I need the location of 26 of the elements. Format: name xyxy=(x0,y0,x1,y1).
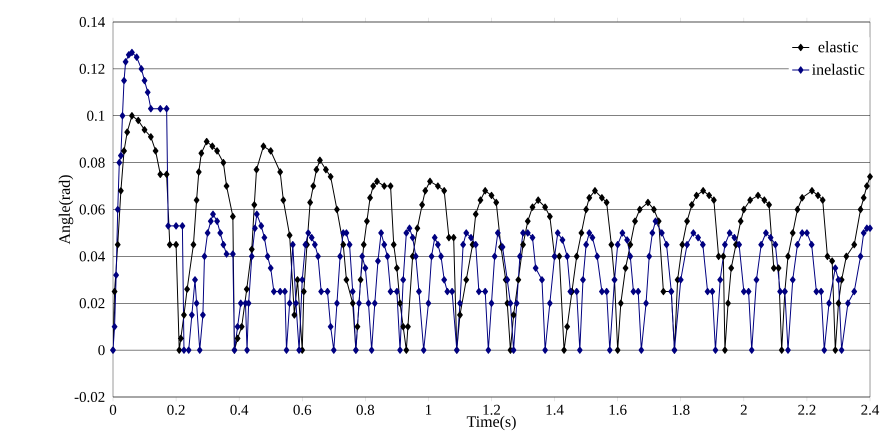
x-tick-label: 1.2 xyxy=(483,404,500,415)
legend-label: elastic xyxy=(818,41,858,52)
y-tick-label: 0.14 xyxy=(80,16,105,28)
x-tick-label: 1.8 xyxy=(672,404,690,415)
y-tick-label: 0.12 xyxy=(80,64,104,74)
y-tick-label: 0.02 xyxy=(80,298,104,308)
y-tick-label: 0.08 xyxy=(80,158,105,168)
x-tick-label: 0.4 xyxy=(230,404,248,415)
y-tick-label: -0.02 xyxy=(74,392,104,402)
y-axis-title: Angle(rad) xyxy=(58,175,74,244)
y-tick-label: 0.06 xyxy=(80,204,105,215)
x-tick-label: 2.4 xyxy=(861,404,880,415)
legend-label: inelastic xyxy=(812,64,864,75)
x-tick-label: 0 xyxy=(110,404,116,415)
y-tick-label: 0 xyxy=(98,345,105,356)
x-tick-label: 1 xyxy=(426,404,432,415)
x-tick-label: 2 xyxy=(740,404,747,415)
y-tick-label: 0.1 xyxy=(87,110,104,121)
y-tick-label: 0.04 xyxy=(80,251,105,262)
x-tick-label: 0.2 xyxy=(167,404,185,415)
x-tick-label: 1.6 xyxy=(610,404,627,415)
x-axis-title: Time(s) xyxy=(466,416,516,430)
x-tick-label: 0.8 xyxy=(356,404,374,415)
x-tick-label: 2.2 xyxy=(798,404,816,415)
x-tick-label: 0.6 xyxy=(293,404,312,415)
x-tick-label: 1.4 xyxy=(546,404,564,415)
